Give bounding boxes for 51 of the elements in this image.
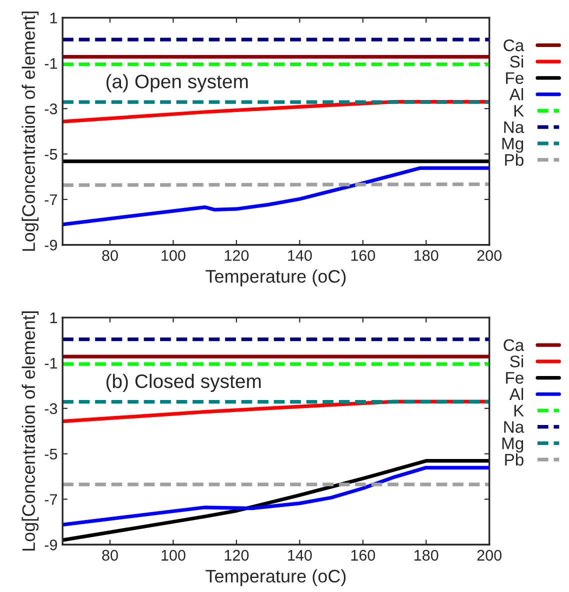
legend-label: Ca xyxy=(504,39,524,52)
x-tick-label: 140 xyxy=(288,250,312,261)
x-tick-label: 200 xyxy=(477,550,502,561)
y-tick-label: -3 xyxy=(44,103,58,114)
legend-label: Pb xyxy=(505,453,524,466)
y-tick-label: -5 xyxy=(44,149,58,160)
line-series xyxy=(62,459,490,542)
legend-label: Si xyxy=(510,355,524,368)
y-tick-label: -1 xyxy=(44,358,57,368)
annotation: (a) Open system xyxy=(106,74,248,92)
legend-label: Fe xyxy=(506,72,524,84)
y-axis-title: Log[Concentration of element] xyxy=(22,311,39,551)
legend-label: Mg xyxy=(502,138,524,153)
legend-label: Al xyxy=(509,388,524,400)
y-tick-label: -3 xyxy=(44,403,58,414)
legend-label: Fe xyxy=(506,372,524,384)
legend-label: Pb xyxy=(505,154,524,166)
x-axis-title: Temperature (oC) xyxy=(206,569,346,586)
x-tick-label: 100 xyxy=(162,250,186,261)
y-tick-label: -5 xyxy=(44,448,58,460)
x-tick-label: 80 xyxy=(102,550,118,561)
legend-label: K xyxy=(514,404,524,416)
x-tick-label: 120 xyxy=(224,250,249,261)
x-tick-label: 200 xyxy=(477,250,502,261)
x-tick-label: 120 xyxy=(224,550,249,561)
y-tick-label: -7 xyxy=(44,194,57,205)
legend-label: Al xyxy=(509,88,524,100)
y-tick-label: -7 xyxy=(44,494,57,505)
legend-label: K xyxy=(514,105,524,117)
y-tick-label: 1 xyxy=(50,12,57,24)
y-tick-label: 1 xyxy=(50,312,57,324)
legend-label: Ca xyxy=(504,339,524,352)
x-tick-label: 80 xyxy=(102,250,118,261)
legend-label: Si xyxy=(510,55,524,68)
x-tick-label: 180 xyxy=(414,550,438,561)
y-tick-label: -9 xyxy=(44,540,58,550)
y-tick-label: -9 xyxy=(44,240,58,251)
x-tick-label: 140 xyxy=(288,550,312,561)
x-tick-label: 180 xyxy=(414,250,438,261)
line-series xyxy=(62,466,490,526)
legend-label: Na xyxy=(504,421,524,433)
x-axis-title: Temperature (oC) xyxy=(206,270,346,286)
annotation: (b) Closed system xyxy=(106,374,261,392)
x-tick-label: 100 xyxy=(162,550,186,561)
x-tick-label: 160 xyxy=(351,550,376,561)
legend-label: Mg xyxy=(502,438,524,453)
x-tick-label: 160 xyxy=(351,250,376,261)
legend-label: Na xyxy=(504,121,524,134)
y-tick-label: -1 xyxy=(44,58,57,69)
y-axis-title: Log[Concentration of element] xyxy=(22,12,39,251)
line-series xyxy=(62,166,490,226)
